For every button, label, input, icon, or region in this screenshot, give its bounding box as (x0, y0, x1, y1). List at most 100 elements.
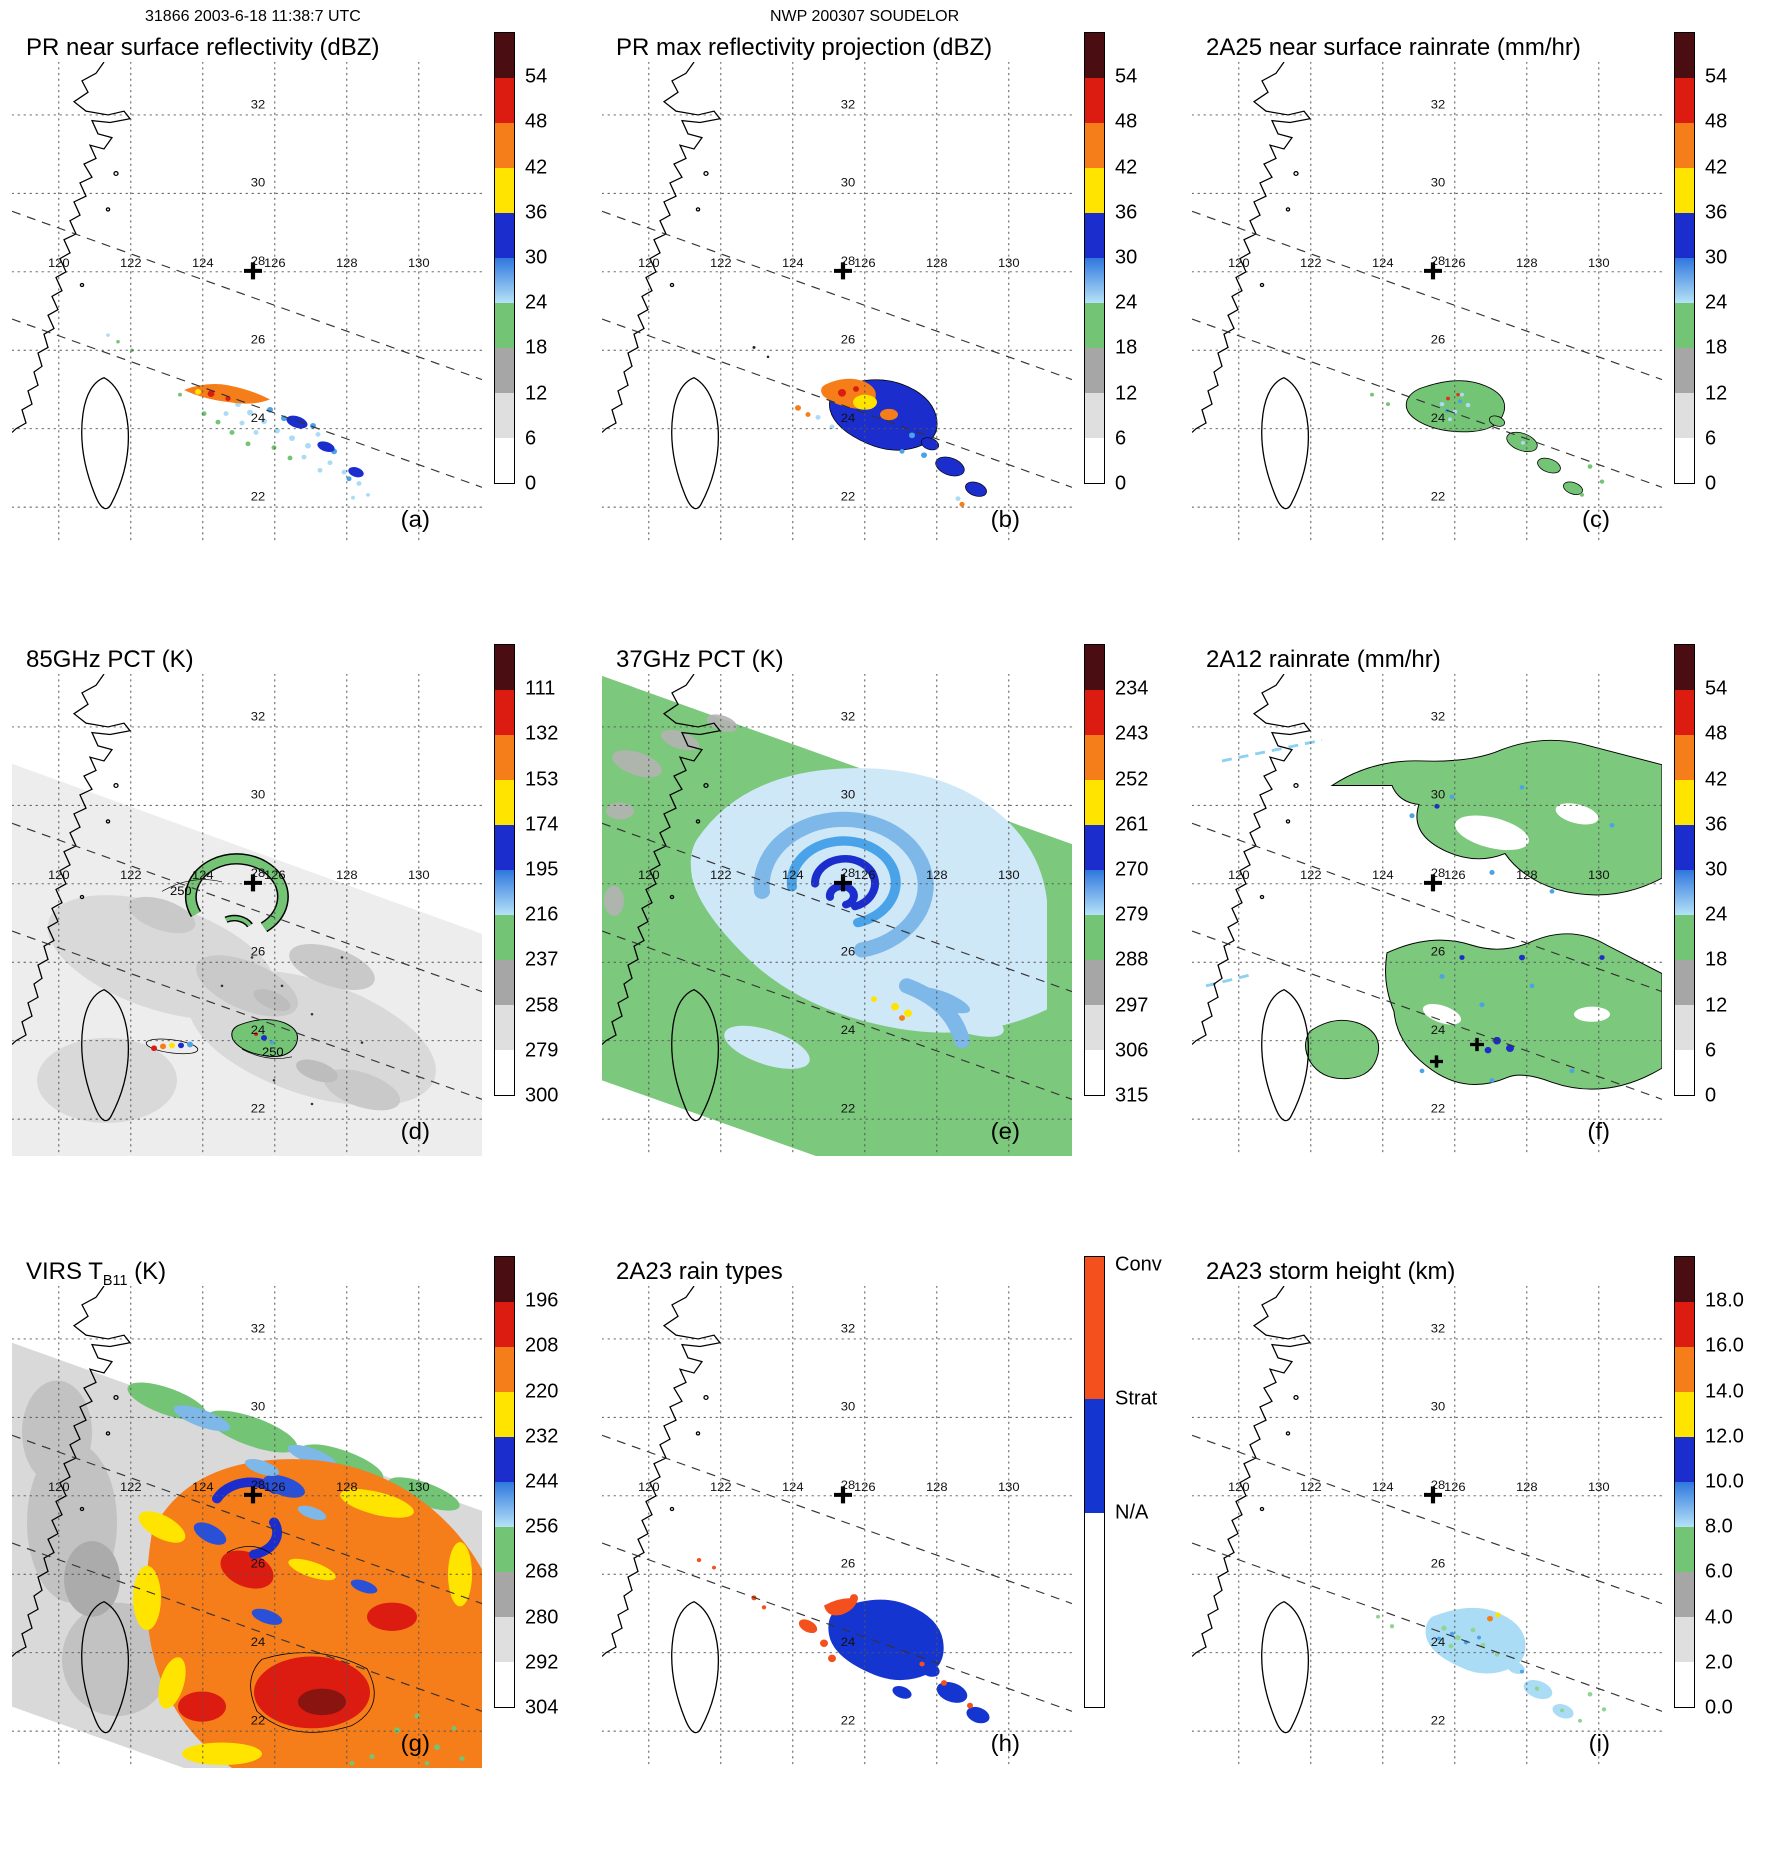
colorbar-tick-label: 42 (525, 156, 548, 179)
svg-text:124: 124 (782, 1480, 804, 1494)
panel-grid: PR near surface reflectivity (dBZ) (a) 1… (4, 26, 1771, 1862)
colorbar-tick-label: 24 (1705, 903, 1728, 926)
svg-text:122: 122 (1300, 868, 1322, 882)
svg-text:24: 24 (1431, 1023, 1445, 1037)
colorbar-tick-label: 237 (525, 948, 559, 971)
graticule (1192, 62, 1662, 544)
svg-text:128: 128 (1516, 868, 1538, 882)
svg-text:126: 126 (264, 256, 286, 270)
svg-text:32: 32 (1431, 98, 1445, 112)
panel-a-title: PR near surface reflectivity (dBZ) (26, 34, 380, 61)
colorbar-tick-label: 6 (525, 427, 537, 450)
colorbar-tick-label: 297 (1115, 994, 1149, 1017)
panel-letter-d: (d) (401, 1119, 430, 1144)
map-a: (a) 120 122 124 126 128 130 32 30 28 26 24 22 (12, 62, 482, 544)
colorbar-tick-label: 12 (1705, 994, 1728, 1017)
colorbar-tick-label: 243 (1115, 722, 1149, 745)
svg-text:22: 22 (1431, 1714, 1445, 1728)
colorbar-tick-label: 18 (1115, 336, 1138, 359)
svg-text:24: 24 (251, 411, 265, 425)
svg-text:30: 30 (251, 788, 265, 802)
colorbar-tick-label: 174 (525, 813, 559, 836)
svg-text:126: 126 (854, 256, 876, 270)
colorbar-tick-label: 261 (1115, 813, 1149, 836)
colorbar-tick-label: 0.0 (1705, 1696, 1733, 1719)
coastline (12, 62, 131, 510)
colorbar-tick-label: 54 (1705, 677, 1728, 700)
svg-text:122: 122 (710, 256, 732, 270)
svg-text:130: 130 (998, 868, 1020, 882)
colorbar-tick-label: 4.0 (1705, 1606, 1733, 1629)
panel-i-title: 2A23 storm height (km) (1206, 1258, 1456, 1285)
graticule-labels: 120 122 124 126 128 130 32 30 28 26 24 22 (638, 710, 1020, 1116)
colorbar-tick-label: 36 (525, 201, 548, 224)
colorbar-d-ticks: 111 132 153 174 195 216 237 258 279 300 (525, 644, 589, 1107)
data-layer-h (696, 1557, 990, 1724)
svg-text:124: 124 (192, 1480, 214, 1494)
data-layer-f (1205, 738, 1662, 1090)
svg-text:24: 24 (251, 1023, 265, 1037)
svg-text:22: 22 (251, 490, 265, 504)
colorbar-i-bar (1674, 1256, 1695, 1708)
map-h: (h) 120 122 124 126 128 130 32 30 28 26 24 22 (602, 1286, 1072, 1768)
colorbar-tick-label: 54 (1705, 65, 1728, 88)
svg-text:130: 130 (1588, 256, 1610, 270)
panel-letter-g: (g) (401, 1731, 430, 1756)
panel-letter-e: (e) (991, 1119, 1020, 1144)
svg-text:22: 22 (841, 1714, 855, 1728)
graticule-labels: 120 122 124 126 128 130 32 30 28 26 24 22 (48, 98, 430, 504)
svg-text:124: 124 (1372, 1480, 1394, 1494)
colorbar-g: 196 208 220 232 244 256 268 280 292 304 (494, 1256, 590, 1719)
colorbar-tick-label: 12 (1115, 382, 1138, 405)
colorbar-tick-label: 256 (525, 1515, 559, 1538)
data-layer-g (12, 1342, 482, 1768)
svg-text:30: 30 (251, 1400, 265, 1414)
svg-text:26: 26 (251, 333, 265, 347)
colorbar-tick-label: 300 (525, 1084, 559, 1107)
svg-text:32: 32 (841, 1322, 855, 1336)
svg-text:30: 30 (1431, 1400, 1445, 1414)
svg-text:32: 32 (1431, 710, 1445, 724)
colorbar-tick-label: Strat (1115, 1387, 1158, 1410)
panel-b: PR max reflectivity projection (dBZ) (b)… (594, 26, 1184, 638)
colorbar-b: 54 48 42 36 30 24 18 12 6 0 (1084, 32, 1180, 495)
contour-label-250-lower: 250 (262, 1045, 284, 1059)
svg-text:28: 28 (251, 1479, 265, 1493)
data-layer-i (1376, 1607, 1607, 1723)
svg-text:28: 28 (841, 1479, 855, 1493)
colorbar-i: 18.0 16.0 14.0 12.0 10.0 8.0 6.0 4.0 2.0 0.0 (1674, 1256, 1770, 1719)
colorbar-tick-label: 48 (1115, 110, 1138, 133)
svg-text:28: 28 (251, 255, 265, 269)
colorbar-tick-label: 30 (1705, 246, 1728, 269)
svg-text:26: 26 (251, 945, 265, 959)
colorbar-tick-label: 18 (525, 336, 548, 359)
panel-c: 2A25 near surface rainrate (mm/hr) (c) 1… (1184, 26, 1771, 638)
colorbar-f-bar (1674, 644, 1695, 1096)
colorbar-tick-label: 252 (1115, 768, 1149, 791)
svg-text:130: 130 (1588, 868, 1610, 882)
colorbar-h-ticks: Conv Strat N/A (1115, 1254, 1179, 1708)
svg-text:122: 122 (120, 256, 142, 270)
svg-text:122: 122 (710, 1480, 732, 1494)
colorbar-g-bar (494, 1256, 515, 1708)
panel-h: 2A23 rain types (594, 1250, 1184, 1862)
svg-text:126: 126 (1444, 868, 1466, 882)
graticule (602, 1286, 1072, 1768)
colorbar-tick-label: 36 (1115, 201, 1138, 224)
graticule-labels: 120 122 124 126 128 130 32 30 28 26 24 22 (638, 98, 1020, 504)
colorbar-tick-label: 24 (525, 291, 548, 314)
overpass-timestamp: 31866 2003-6-18 11:38:7 UTC (145, 8, 361, 25)
colorbar-a-bar (494, 32, 515, 484)
colorbar-f: 54 48 42 36 30 24 18 12 6 0 (1674, 644, 1770, 1107)
map-e: (e) 120 122 124 126 128 130 32 30 28 26 24 22 (602, 674, 1072, 1156)
colorbar-tick-label: N/A (1115, 1501, 1149, 1524)
colorbar-tick-label: 48 (1705, 110, 1728, 133)
svg-text:28: 28 (1431, 867, 1445, 881)
colorbar-tick-label: 2.0 (1705, 1651, 1733, 1674)
svg-text:126: 126 (1444, 1480, 1466, 1494)
colorbar-tick-label: 196 (525, 1289, 559, 1312)
colorbar-tick-label: 195 (525, 858, 559, 881)
graticule-labels: 120 122 124 126 128 130 32 30 28 26 24 22 (1228, 710, 1610, 1116)
svg-text:128: 128 (1516, 1480, 1538, 1494)
svg-text:126: 126 (264, 1480, 286, 1494)
